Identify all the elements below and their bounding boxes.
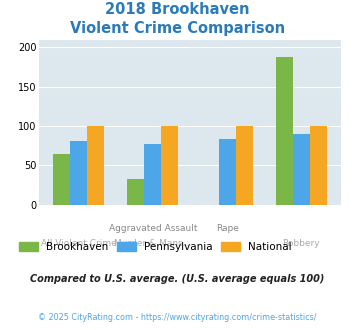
Text: © 2025 CityRating.com - https://www.cityrating.com/crime-statistics/: © 2025 CityRating.com - https://www.city… xyxy=(38,314,317,322)
Text: Rape: Rape xyxy=(215,224,239,233)
Bar xyxy=(219,139,236,205)
Bar xyxy=(127,180,144,205)
Bar xyxy=(53,153,70,205)
Bar xyxy=(310,126,327,205)
Text: Aggravated Assault: Aggravated Assault xyxy=(109,224,197,233)
Bar xyxy=(87,126,104,205)
Bar xyxy=(293,134,310,205)
Bar xyxy=(276,57,293,205)
Bar xyxy=(144,144,161,205)
Text: Violent Crime Comparison: Violent Crime Comparison xyxy=(70,21,285,36)
Bar xyxy=(70,141,87,205)
Text: Compared to U.S. average. (U.S. average equals 100): Compared to U.S. average. (U.S. average … xyxy=(30,274,325,284)
Text: All Violent Crime: All Violent Crime xyxy=(40,239,116,248)
Text: 2018 Brookhaven: 2018 Brookhaven xyxy=(105,2,250,16)
Bar xyxy=(161,126,179,205)
Legend: Brookhaven, Pennsylvania, National: Brookhaven, Pennsylvania, National xyxy=(20,242,292,252)
Text: Robbery: Robbery xyxy=(283,239,320,248)
Bar xyxy=(236,126,253,205)
Text: Murder & Mans...: Murder & Mans... xyxy=(114,239,191,248)
